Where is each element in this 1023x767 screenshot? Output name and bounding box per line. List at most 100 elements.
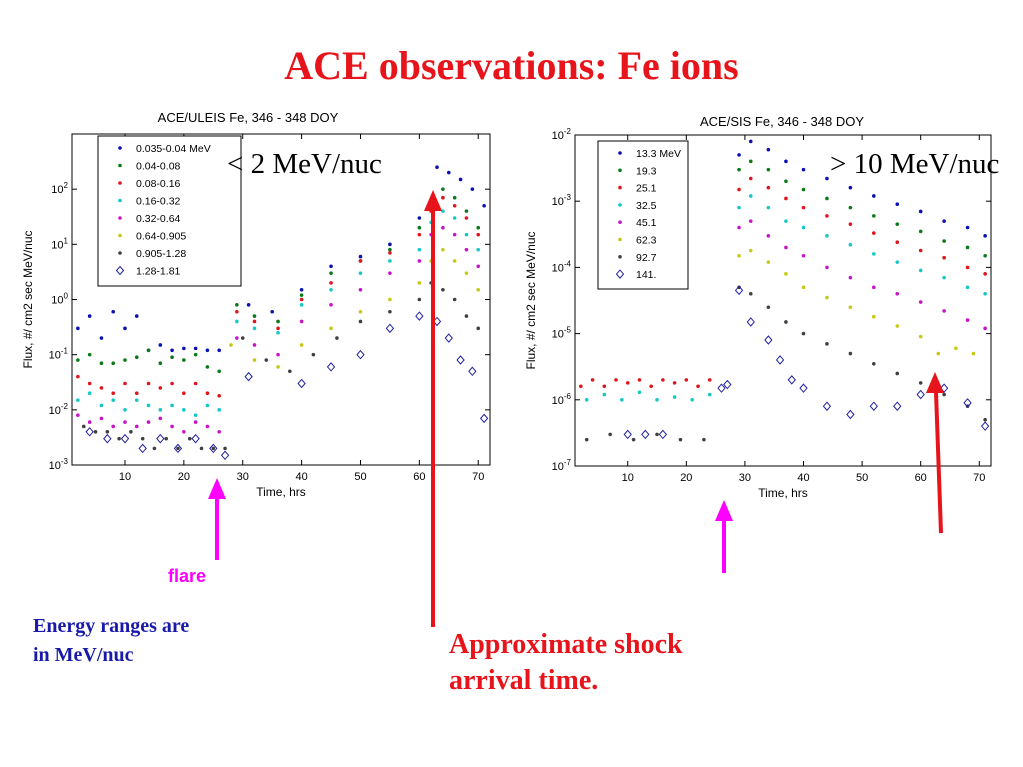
data-point bbox=[620, 398, 624, 402]
x-tick-label: 50 bbox=[354, 471, 366, 483]
data-point bbox=[76, 398, 80, 402]
data-point bbox=[129, 429, 133, 434]
data-point bbox=[895, 202, 900, 207]
data-point bbox=[784, 159, 788, 164]
data-point bbox=[766, 234, 771, 238]
data-point bbox=[825, 265, 829, 270]
data-point bbox=[358, 287, 363, 292]
data-point bbox=[299, 297, 304, 302]
shock-arrow-right bbox=[926, 372, 944, 534]
x-tick-label: 20 bbox=[178, 471, 190, 483]
data-point bbox=[476, 326, 481, 331]
plot-area: 10 20 30 40 50 60 70 10-7 10-6 10-5 10-4 10-3 10-2 Ti… bbox=[524, 127, 992, 500]
data-point bbox=[156, 433, 165, 444]
data-point bbox=[737, 225, 741, 230]
data-point bbox=[276, 352, 280, 357]
data-point bbox=[895, 240, 900, 245]
data-point bbox=[456, 355, 465, 365]
y-tick-label: 10-3 bbox=[552, 193, 572, 208]
data-point bbox=[766, 205, 771, 210]
data-point bbox=[217, 348, 221, 353]
data-point bbox=[971, 351, 976, 356]
data-point bbox=[170, 355, 174, 359]
data-point bbox=[335, 336, 339, 340]
data-point bbox=[205, 403, 210, 408]
data-point bbox=[452, 297, 457, 302]
data-point bbox=[229, 343, 233, 347]
data-point bbox=[311, 352, 316, 357]
data-point bbox=[264, 358, 269, 362]
data-point bbox=[983, 326, 987, 331]
data-point bbox=[872, 214, 876, 218]
data-point bbox=[614, 378, 618, 382]
data-point bbox=[158, 416, 163, 421]
data-point bbox=[138, 443, 147, 454]
data-point bbox=[417, 297, 422, 302]
data-point bbox=[464, 271, 469, 275]
data-point bbox=[918, 381, 923, 385]
data-point bbox=[717, 383, 726, 393]
data-point bbox=[170, 424, 174, 429]
data-point bbox=[846, 409, 855, 420]
data-point bbox=[637, 390, 642, 395]
data-point bbox=[895, 291, 900, 296]
data-point bbox=[388, 251, 392, 255]
data-point bbox=[801, 285, 806, 290]
data-point bbox=[476, 287, 481, 292]
legend: 0.035-0.04 MeV 0.04-0.08 0.08-0.16 0.16-0.3… bbox=[97, 135, 242, 287]
data-point bbox=[965, 245, 970, 250]
legend-marker bbox=[118, 181, 122, 185]
legend-marker bbox=[118, 163, 122, 168]
data-point bbox=[99, 336, 104, 340]
data-point bbox=[120, 433, 130, 444]
data-point bbox=[602, 392, 607, 397]
x-tick-label: 30 bbox=[739, 472, 751, 484]
data-point bbox=[358, 319, 363, 324]
data-point bbox=[123, 326, 127, 331]
series-5 bbox=[76, 225, 481, 434]
y-tick-label: 10-7 bbox=[552, 458, 572, 473]
data-point bbox=[76, 374, 80, 379]
data-point bbox=[158, 361, 163, 366]
data-point bbox=[784, 219, 788, 223]
shock-arrow-left bbox=[424, 190, 442, 627]
data-point bbox=[99, 416, 104, 421]
data-point bbox=[476, 247, 481, 252]
data-point bbox=[388, 259, 392, 263]
data-point bbox=[766, 167, 771, 172]
data-point bbox=[134, 314, 139, 318]
y-tick-label: 10-1 bbox=[49, 347, 69, 362]
data-point bbox=[217, 369, 221, 374]
data-point bbox=[146, 403, 151, 408]
legend-marker bbox=[118, 251, 122, 255]
data-point bbox=[87, 420, 92, 424]
series-8 bbox=[623, 285, 990, 440]
data-point bbox=[918, 248, 923, 253]
data-point bbox=[452, 259, 457, 263]
data-point bbox=[895, 324, 900, 328]
data-point bbox=[983, 417, 987, 422]
data-point bbox=[655, 398, 659, 402]
data-point bbox=[918, 334, 923, 339]
data-point bbox=[895, 371, 900, 376]
data-point bbox=[918, 300, 923, 304]
data-point bbox=[87, 314, 92, 318]
data-point bbox=[470, 187, 475, 191]
data-point bbox=[244, 371, 253, 382]
data-point bbox=[737, 205, 741, 210]
data-point bbox=[801, 205, 806, 210]
data-point bbox=[625, 381, 630, 385]
data-point bbox=[983, 234, 987, 238]
data-point bbox=[723, 379, 732, 390]
data-point bbox=[963, 398, 972, 408]
data-point bbox=[205, 391, 210, 396]
data-point bbox=[746, 317, 755, 327]
data-point bbox=[707, 392, 712, 397]
data-point bbox=[476, 264, 481, 269]
data-point bbox=[205, 424, 210, 429]
data-point bbox=[111, 424, 116, 429]
data-point bbox=[848, 205, 853, 210]
data-point bbox=[276, 326, 280, 331]
data-point bbox=[329, 264, 333, 269]
data-point bbox=[764, 335, 773, 345]
